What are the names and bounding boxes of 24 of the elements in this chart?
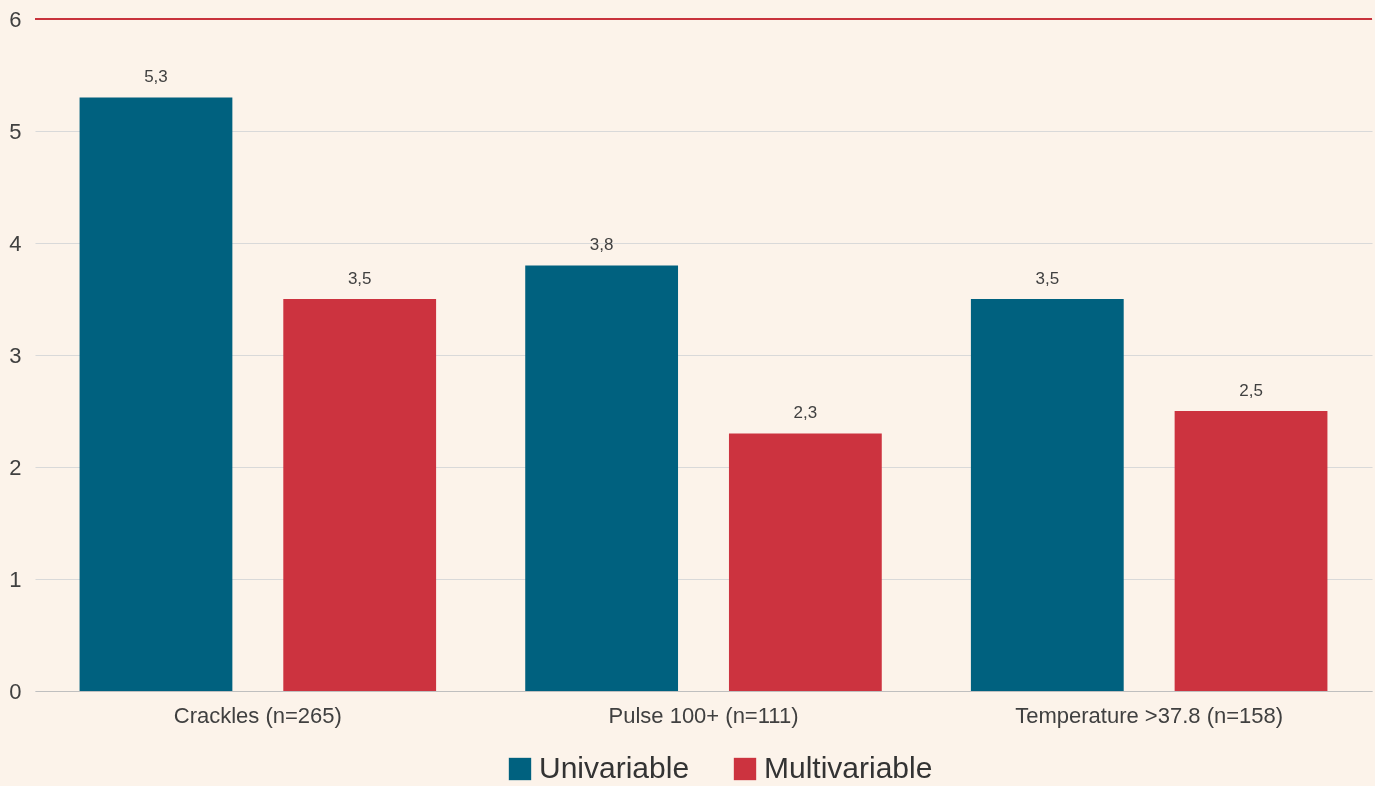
x-tick-label: Temperature >37.8 (n=158)	[1015, 702, 1284, 728]
bar	[79, 97, 233, 691]
data-label: 3,5	[1035, 269, 1060, 288]
y-tick-label: 4	[9, 230, 22, 256]
x-tick-label: Pulse 100+ (n=111)	[608, 702, 799, 728]
data-label: 2,5	[1239, 381, 1263, 400]
y-tick-label: 1	[9, 566, 22, 592]
bar	[1174, 411, 1328, 691]
bar	[970, 299, 1124, 691]
y-tick-label: 3	[9, 342, 22, 368]
legend-label: Univariable	[539, 751, 690, 784]
y-tick-label: 0	[9, 678, 22, 704]
bar	[283, 299, 437, 691]
legend-label: Multivariable	[764, 751, 933, 784]
data-label: 3,8	[589, 235, 614, 255]
data-label: 5,3	[144, 67, 168, 87]
data-label: 3,5	[347, 269, 372, 288]
y-tick-label: 2	[9, 454, 22, 480]
data-label: 2,3	[793, 403, 818, 423]
y-tick-label: 6	[9, 6, 22, 32]
bar	[728, 433, 882, 691]
x-tick-label: Crackles (n=265)	[173, 702, 342, 728]
y-tick-label: 5	[9, 118, 22, 144]
bar	[525, 265, 679, 691]
